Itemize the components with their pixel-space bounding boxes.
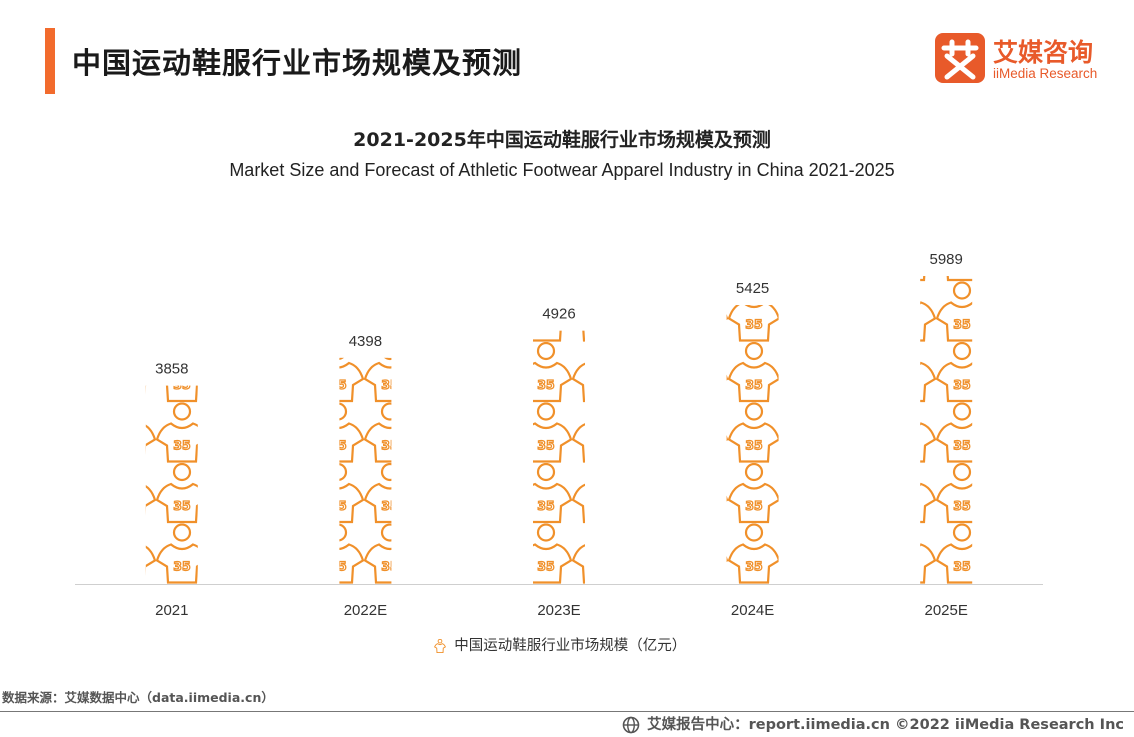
x-tick-label-2025E: 2025E	[925, 602, 968, 619]
bar-2024E	[726, 305, 779, 584]
chart-subtitle: Market Size and Forecast of Athletic Foo…	[229, 160, 895, 180]
data-source-note: 数据来源：艾媒数据中心（data.iimedia.cn）	[2, 690, 274, 705]
x-tick-label-2024E: 2024E	[731, 602, 774, 619]
page-title: 中国运动鞋服行业市场规模及预测	[72, 46, 523, 80]
legend-label: 中国运动鞋服行业市场规模（亿元）	[454, 638, 687, 654]
globe-icon	[622, 716, 640, 734]
pictogram-bar-chart: 353858202143982022E49262023E54252024E598…	[75, 251, 1043, 619]
jersey-legend-icon	[433, 639, 446, 653]
logo-text-en: iiMedia Research	[993, 66, 1098, 81]
bar-2025E	[920, 276, 973, 584]
data-label-2022E: 4398	[349, 333, 382, 350]
logo-text-cn: 艾媒咨询	[993, 38, 1094, 67]
bar-2023E	[533, 330, 585, 584]
x-tick-label-2022E: 2022E	[344, 602, 387, 619]
bar-2021	[145, 385, 198, 584]
title-accent-bar	[45, 28, 55, 94]
footer-credit: 艾媒报告中心：report.iimedia.cn ©2022 iiMedia R…	[622, 713, 1124, 734]
data-label-2021: 3858	[155, 361, 188, 378]
x-tick-label-2023E: 2023E	[537, 602, 580, 619]
chart-legend: 中国运动鞋服行业市场规模（亿元）	[0, 634, 1120, 655]
brand-logo: 艾媒咨询 iiMedia Research	[935, 33, 1115, 85]
footer-credit-text: 艾媒报告中心：report.iimedia.cn ©2022 iiMedia R…	[647, 717, 1124, 733]
footer-divider	[0, 711, 1134, 712]
data-label-2024E: 5425	[736, 280, 769, 297]
data-label-2023E: 4926	[542, 306, 575, 323]
chart-title: 2021-2025年中国运动鞋服行业市场规模及预测	[353, 129, 771, 151]
ai-character-logo-icon	[935, 33, 985, 83]
data-label-2025E: 5989	[930, 251, 963, 268]
x-tick-label-2021: 2021	[155, 602, 188, 619]
bar-2022E	[339, 357, 392, 584]
